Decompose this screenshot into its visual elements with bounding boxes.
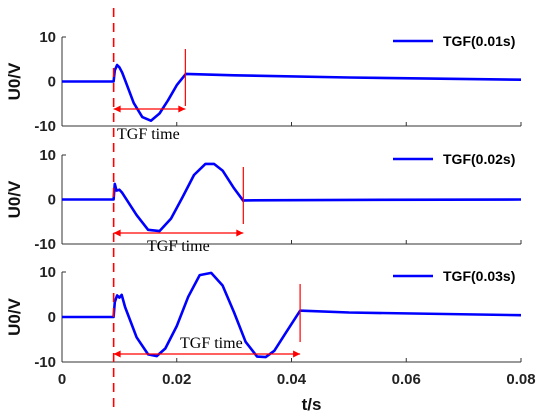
y-axis-label: U0/V [5,180,24,218]
tgf-time-label: TGF time [147,238,210,255]
y-tick-label: 10 [39,147,56,164]
y-tick-label: 0 [48,309,56,326]
x-axis-label: t/s [302,395,322,414]
x-tick-label: 0.02 [162,371,191,388]
series-line [62,63,522,122]
y-tick-label: 0 [48,74,56,91]
arrow-head-right [293,350,301,358]
y-tick-label: -10 [34,118,56,135]
panel-1: 10 0 -10 U0/V TGF time TGF(0.01s) [5,29,522,143]
x-tick-label: 0 [58,371,66,388]
arrow-head-right [178,105,186,113]
arrow-head-left [113,350,121,358]
y-axis-label: U0/V [5,62,24,100]
y-tick-label: 0 [48,192,56,209]
y-tick-label: 10 [39,29,56,46]
arrow-head-left [113,105,121,113]
y-axis-label: U0/V [5,297,24,335]
y-tick-label: 10 [39,264,56,281]
series-line [62,271,522,359]
tgf-time-label: TGF time [117,126,180,143]
arrow-head-right [236,229,244,237]
legend-label: TGF(0.02s) [443,151,515,167]
y-tick-label: -10 [34,354,56,371]
legend-label: TGF(0.01s) [443,33,515,49]
panel-2: 10 0 -10 U0/V TGF time TGF(0.02s) [5,147,522,255]
x-tick-label: 0.04 [277,371,307,388]
arrow-head-left [113,229,121,237]
y-tick-label: -10 [34,236,56,253]
panel-3: 10 0 -10 U0/V TGF time TGF(0.03s) [5,264,522,371]
x-tick-label: 0.06 [392,371,421,388]
legend-label: TGF(0.03s) [443,268,515,284]
series-line [62,162,522,233]
x-tick-label: 0.08 [506,371,535,388]
tgf-time-label: TGF time [180,335,243,352]
